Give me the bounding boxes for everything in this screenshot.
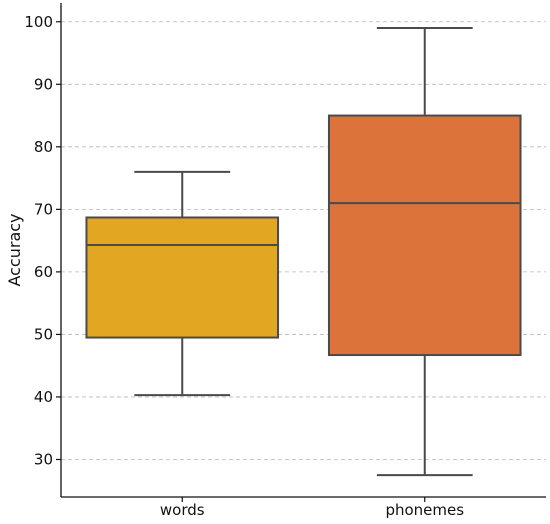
y-tick-label: 50 (34, 325, 53, 343)
iqr-box (327, 114, 522, 357)
box-phonemes (327, 27, 522, 477)
box-words (85, 170, 280, 397)
y-tick-label: 90 (34, 75, 53, 93)
x-tick-label: phonemes (385, 501, 464, 519)
y-tick-label: 100 (24, 13, 53, 31)
y-tick-label: 70 (34, 200, 53, 218)
y-tick-label: 40 (34, 388, 53, 406)
axes (60, 3, 546, 498)
y-tick-label: 80 (34, 138, 53, 156)
x-tick-label: words (160, 501, 205, 519)
y-tick-label: 60 (34, 263, 53, 281)
y-axis-title: Accuracy (5, 213, 24, 286)
boxes (85, 27, 522, 477)
iqr-box (85, 216, 280, 339)
y-tick-label: 30 (34, 450, 53, 468)
ticks: 30 40 50 60 70 80 90 100 words phonemes (24, 13, 464, 519)
